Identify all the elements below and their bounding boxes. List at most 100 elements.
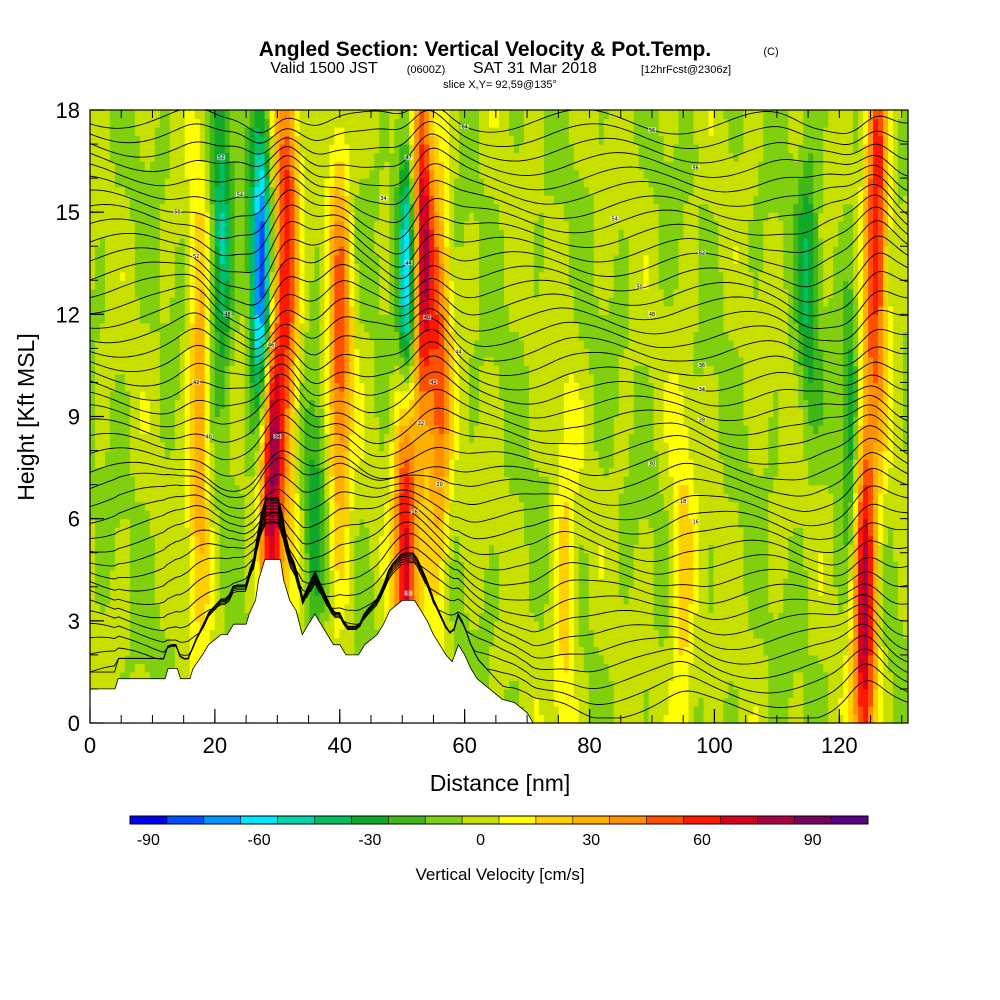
velocity-cell xyxy=(104,467,111,477)
velocity-cell xyxy=(309,305,316,315)
velocity-cell xyxy=(294,552,301,562)
velocity-cell xyxy=(109,212,116,222)
velocity-cell xyxy=(414,169,420,179)
velocity-cell xyxy=(109,229,116,239)
velocity-cell xyxy=(274,510,281,520)
velocity-cell xyxy=(169,322,176,332)
velocity-cell xyxy=(209,237,216,247)
velocity-cell xyxy=(399,288,405,298)
velocity-cell xyxy=(424,442,430,452)
velocity-cell xyxy=(124,484,131,494)
velocity-cell xyxy=(124,399,131,409)
velocity-cell xyxy=(349,544,355,554)
velocity-cell xyxy=(209,110,216,120)
velocity-cell xyxy=(99,322,106,332)
velocity-cell xyxy=(284,195,291,205)
velocity-cell xyxy=(384,271,390,281)
velocity-cell xyxy=(199,254,206,264)
velocity-cell xyxy=(334,484,340,494)
velocity-cell xyxy=(379,305,385,315)
velocity-cell xyxy=(319,476,326,486)
velocity-cell xyxy=(184,229,191,239)
velocity-cell xyxy=(379,348,385,358)
velocity-cell xyxy=(284,433,291,443)
velocity-cell xyxy=(299,144,306,154)
velocity-cell xyxy=(119,382,126,392)
velocity-cell xyxy=(329,535,335,545)
velocity-cell xyxy=(189,595,196,605)
velocity-cell xyxy=(424,271,430,281)
velocity-cell xyxy=(194,229,201,239)
velocity-cell xyxy=(114,322,121,332)
velocity-cell xyxy=(114,110,121,120)
velocity-cell xyxy=(199,297,206,307)
velocity-cell xyxy=(354,237,360,247)
velocity-cell xyxy=(94,348,101,358)
velocity-cell xyxy=(374,552,380,562)
velocity-cell xyxy=(119,280,126,290)
velocity-cell xyxy=(379,220,385,230)
velocity-cell xyxy=(234,339,241,349)
velocity-cell xyxy=(154,382,161,392)
velocity-cell xyxy=(389,212,395,222)
velocity-cell xyxy=(254,288,261,298)
velocity-cell xyxy=(369,595,375,605)
velocity-cell xyxy=(314,178,321,188)
velocity-cell xyxy=(244,416,251,426)
velocity-cell xyxy=(159,518,166,528)
velocity-cell xyxy=(124,161,131,171)
velocity-cell xyxy=(369,169,375,179)
velocity-cell xyxy=(399,322,405,332)
velocity-cell xyxy=(219,110,226,120)
velocity-cell xyxy=(404,595,410,605)
velocity-cell xyxy=(124,152,131,162)
velocity-cell xyxy=(254,118,261,128)
velocity-cell xyxy=(234,484,241,494)
velocity-cell xyxy=(109,246,116,256)
velocity-cell xyxy=(239,373,246,384)
velocity-cell xyxy=(249,203,256,213)
velocity-cell xyxy=(404,246,410,256)
velocity-cell xyxy=(369,416,375,426)
velocity-cell xyxy=(314,476,321,486)
velocity-cell xyxy=(124,144,131,154)
velocity-cell xyxy=(249,246,256,256)
velocity-cell xyxy=(109,348,116,358)
velocity-cell xyxy=(159,569,166,579)
velocity-cell xyxy=(259,288,266,298)
velocity-cell xyxy=(129,407,136,418)
velocity-cell xyxy=(269,263,276,273)
velocity-cell xyxy=(289,186,296,196)
velocity-cell xyxy=(249,144,256,154)
velocity-cell xyxy=(299,407,306,418)
velocity-cell xyxy=(309,229,316,239)
velocity-cell xyxy=(229,595,236,605)
velocity-cell xyxy=(429,501,435,511)
velocity-cell xyxy=(404,527,410,537)
velocity-cell xyxy=(204,373,211,384)
velocity-cell xyxy=(184,356,191,367)
velocity-cell xyxy=(294,433,301,443)
velocity-cell xyxy=(189,459,196,469)
velocity-cell xyxy=(389,152,395,162)
velocity-cell xyxy=(129,246,136,256)
velocity-cell xyxy=(224,382,231,392)
velocity-cell xyxy=(189,314,196,324)
velocity-cell xyxy=(254,314,261,324)
velocity-cell xyxy=(244,195,251,205)
velocity-cell xyxy=(374,569,380,579)
velocity-cell xyxy=(239,322,246,332)
velocity-cell xyxy=(424,535,430,545)
velocity-cell xyxy=(339,510,345,520)
velocity-cell xyxy=(214,459,221,469)
velocity-cell xyxy=(329,459,335,469)
velocity-cell xyxy=(409,212,415,222)
velocity-cell xyxy=(379,518,385,528)
velocity-cell xyxy=(294,169,301,179)
velocity-cell xyxy=(179,535,186,545)
velocity-cell xyxy=(424,280,430,290)
velocity-cell xyxy=(154,663,161,673)
velocity-cell xyxy=(174,518,181,528)
velocity-cell xyxy=(214,544,221,554)
velocity-cell xyxy=(109,493,116,503)
